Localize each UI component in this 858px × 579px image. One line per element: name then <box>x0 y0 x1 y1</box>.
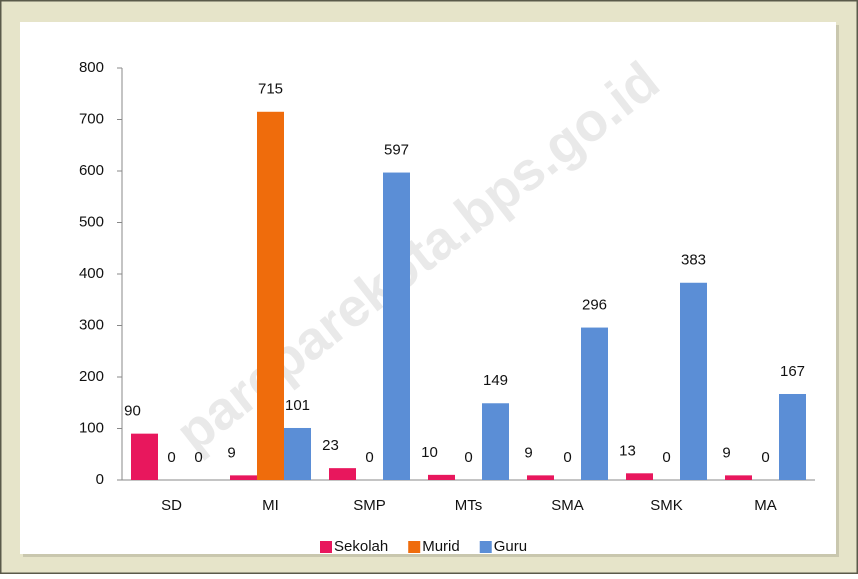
data-label: 0 <box>365 449 373 466</box>
data-label: 90 <box>124 403 141 420</box>
x-tick-label: SMA <box>551 497 584 514</box>
bar <box>779 393 806 480</box>
bar <box>482 403 509 480</box>
legend-swatch <box>320 541 332 553</box>
legend-swatch <box>408 541 421 553</box>
y-tick-label: 0 <box>96 471 104 488</box>
y-tick-label: 800 <box>79 59 104 76</box>
data-label: 13 <box>619 442 636 459</box>
y-tick-label: 700 <box>79 110 104 127</box>
bar <box>428 474 455 480</box>
data-label: 0 <box>563 449 571 466</box>
legend-label: Guru <box>494 538 527 555</box>
bar <box>527 475 554 480</box>
x-tick-label: MTs <box>455 497 483 514</box>
x-tick-label: SD <box>161 497 182 514</box>
data-label: 597 <box>384 142 409 159</box>
data-label: 9 <box>227 444 235 461</box>
data-label: 0 <box>167 449 175 466</box>
data-label: 167 <box>780 363 805 380</box>
data-label: 9 <box>722 444 730 461</box>
bar <box>230 475 257 480</box>
data-label: 383 <box>681 252 706 269</box>
y-tick-label: 200 <box>79 368 104 385</box>
data-label: 23 <box>322 437 339 454</box>
bar <box>257 111 284 481</box>
x-tick-label: MA <box>754 497 777 514</box>
data-label: 296 <box>582 297 607 314</box>
data-label: 0 <box>761 449 769 466</box>
bar <box>581 327 608 480</box>
data-label: 0 <box>662 449 670 466</box>
y-tick-label: 400 <box>79 265 104 282</box>
x-tick-label: MI <box>262 497 279 514</box>
y-tick-label: 600 <box>79 162 104 179</box>
data-label: 715 <box>258 81 283 98</box>
bar <box>383 172 410 481</box>
x-tick-label: SMK <box>650 497 683 514</box>
bar <box>680 282 707 480</box>
y-tick-label: 500 <box>79 213 104 230</box>
data-label: 101 <box>285 397 310 414</box>
y-tick-label: 100 <box>79 419 104 436</box>
data-label: 0 <box>194 449 202 466</box>
legend-label: Murid <box>422 538 460 555</box>
x-tick-label: SMP <box>353 497 386 514</box>
data-label: 0 <box>464 449 472 466</box>
bar <box>329 468 356 480</box>
data-label: 149 <box>483 372 508 389</box>
y-tick-label: 300 <box>79 316 104 333</box>
legend-label: Sekolah <box>334 538 388 555</box>
bar <box>284 427 311 480</box>
data-label: 10 <box>421 444 438 461</box>
bar <box>626 473 653 480</box>
bar <box>131 433 158 480</box>
data-label: 9 <box>524 444 532 461</box>
bar <box>725 475 752 480</box>
legend-swatch <box>479 541 492 553</box>
